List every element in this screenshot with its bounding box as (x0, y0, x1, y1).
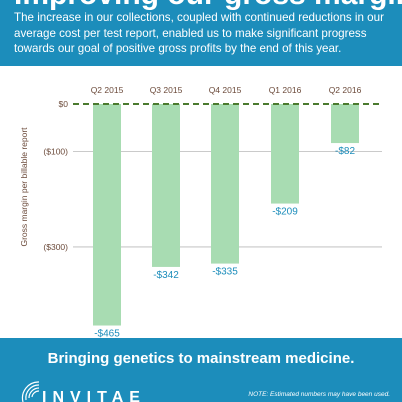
bar (271, 104, 299, 204)
header-description: The increase in our collections, coupled… (14, 11, 384, 55)
y-tick-label: ($500) (43, 337, 68, 338)
logo-wordmark: INVITAE (42, 389, 146, 402)
footnote: NOTE: Estimated numbers may have been us… (248, 391, 390, 398)
page-title: Improving our gross margins. (14, 0, 402, 10)
bar (331, 104, 359, 144)
category-label: Q2 2015 (91, 85, 124, 95)
bar (211, 104, 239, 264)
category-label: Q4 2015 (209, 85, 242, 95)
value-label: -$465 (94, 329, 120, 338)
bar-chart: $0 ($100) ($300) ($500) Q2 2015 -$465 Q3 2015 -… (19, 85, 382, 338)
footer-banner: Bringing genetics to mainstream medicine… (0, 338, 402, 402)
value-label: -$335 (212, 267, 238, 278)
y-tick-label: $0 (59, 99, 69, 109)
header-banner: Improving our gross margins. The increas… (0, 0, 402, 66)
value-label: -$82 (335, 146, 355, 157)
tagline: Bringing genetics to mainstream medicine… (47, 350, 355, 367)
y-tick-label: ($100) (43, 147, 68, 157)
category-label: Q2 2016 (329, 85, 362, 95)
bar (152, 104, 180, 267)
invitae-logo-icon (21, 381, 40, 402)
value-label: -$342 (153, 270, 179, 281)
value-label: -$209 (272, 207, 298, 218)
y-axis-label: Gross margin per billable report (19, 127, 29, 247)
y-tick-label: ($300) (43, 242, 68, 252)
category-label: Q1 2016 (269, 85, 302, 95)
bar (93, 104, 121, 326)
category-label: Q3 2015 (150, 85, 183, 95)
